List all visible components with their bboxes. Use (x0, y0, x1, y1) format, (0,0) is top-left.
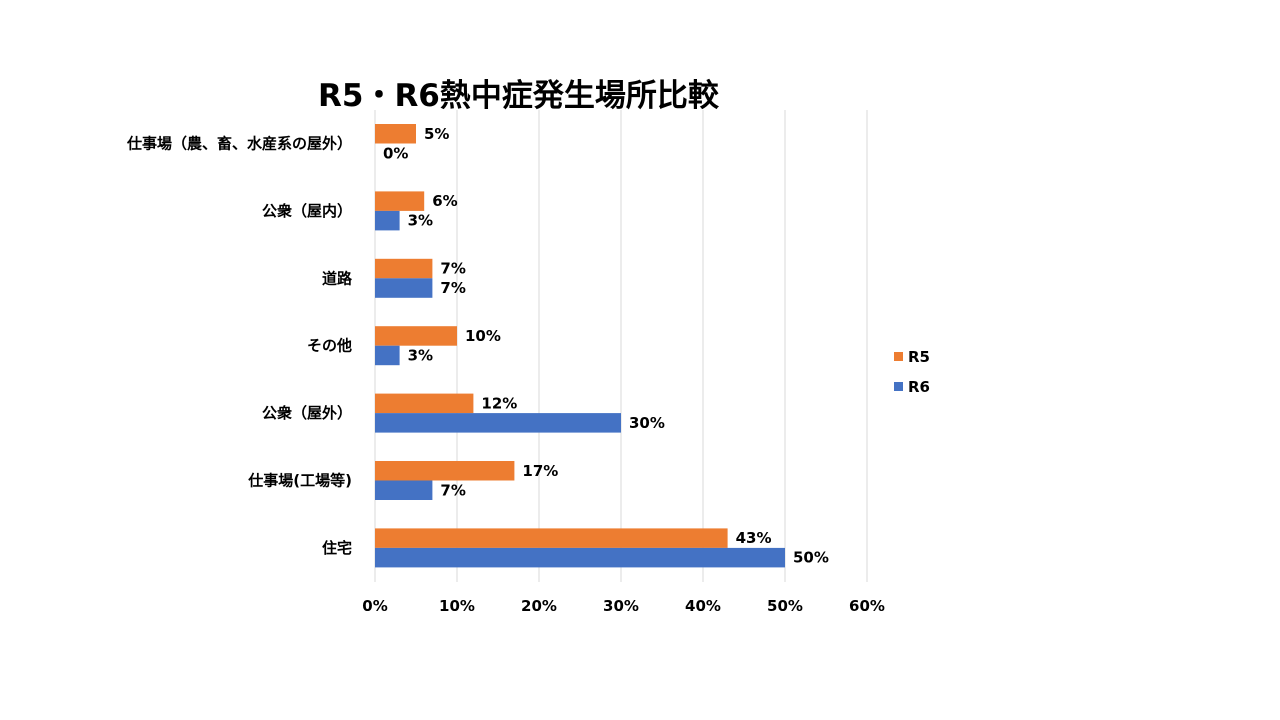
x-tick-label: 50% (767, 597, 803, 615)
bar-r6 (375, 413, 621, 433)
bar-r5 (375, 461, 515, 481)
data-label-r5: 43% (736, 529, 772, 547)
data-label-r5: 10% (465, 327, 501, 345)
data-label-r5: 7% (440, 260, 465, 278)
category-label: 道路 (322, 269, 353, 287)
data-label-r6: 7% (440, 279, 465, 297)
data-label-r6: 30% (629, 414, 665, 432)
bar-r6 (375, 547, 785, 568)
legend-swatch-r6 (894, 382, 903, 391)
legend-label-r5: R5 (908, 348, 930, 366)
bar-r5 (375, 393, 474, 414)
category-label: その他 (307, 337, 352, 355)
x-tick-label: 40% (685, 597, 721, 615)
data-label-r6: 7% (440, 481, 465, 499)
x-tick-label: 30% (603, 597, 639, 615)
chart-title: R5・R6熱中症発生場所比較 (318, 78, 719, 114)
category-label: 仕事場（農、畜、水産系の屋外） (126, 135, 352, 153)
data-label-r5: 17% (522, 462, 558, 480)
bar-r6 (375, 480, 433, 500)
category-label: 公衆（屋内） (262, 202, 352, 220)
bar-r6 (375, 210, 400, 231)
x-tick-label: 60% (849, 597, 885, 615)
data-label-r5: 12% (481, 394, 517, 412)
category-label: 仕事場(工場等) (247, 472, 352, 490)
bar-r5 (375, 258, 433, 279)
data-label-r6: 3% (408, 212, 433, 230)
data-label-r5: 5% (424, 125, 449, 143)
bar-r5 (375, 528, 728, 548)
bar-r5 (375, 191, 425, 211)
bar-r6 (375, 345, 400, 366)
x-tick-label: 10% (439, 597, 475, 615)
data-label-r6: 0% (383, 144, 408, 162)
bar-r6 (375, 278, 433, 298)
legend-label-r6: R6 (908, 378, 930, 396)
legend-swatch-r5 (894, 352, 903, 361)
bar-r5 (375, 326, 457, 346)
x-tick-label: 20% (521, 597, 557, 615)
data-label-r5: 6% (432, 192, 457, 210)
category-label: 公衆（屋外） (262, 404, 352, 422)
bar-r5 (375, 124, 416, 144)
data-label-r6: 3% (408, 346, 433, 364)
category-label: 住宅 (322, 539, 352, 557)
x-tick-label: 0% (362, 597, 387, 615)
data-label-r6: 50% (793, 549, 829, 567)
